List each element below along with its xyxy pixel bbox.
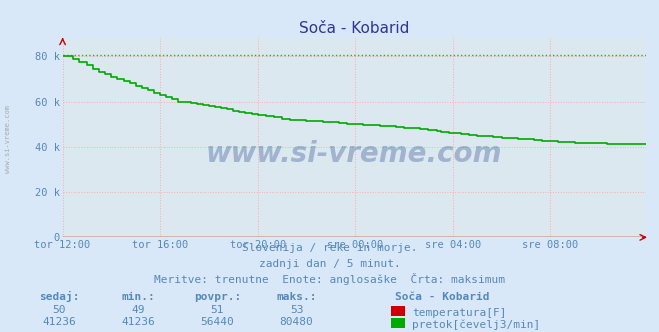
Text: povpr.:: povpr.: bbox=[194, 292, 241, 302]
Text: min.:: min.: bbox=[121, 292, 156, 302]
Text: Soča - Kobarid: Soča - Kobarid bbox=[395, 292, 490, 302]
Text: 56440: 56440 bbox=[200, 317, 235, 327]
Title: Soča - Kobarid: Soča - Kobarid bbox=[299, 21, 409, 36]
Text: www.si-vreme.com: www.si-vreme.com bbox=[5, 106, 11, 173]
Text: 51: 51 bbox=[211, 305, 224, 315]
Text: Meritve: trenutne  Enote: anglosaške  Črta: maksimum: Meritve: trenutne Enote: anglosaške Črta… bbox=[154, 273, 505, 285]
Text: maks.:: maks.: bbox=[276, 292, 317, 302]
Text: zadnji dan / 5 minut.: zadnji dan / 5 minut. bbox=[258, 259, 401, 269]
Text: 50: 50 bbox=[53, 305, 66, 315]
Text: temperatura[F]: temperatura[F] bbox=[412, 308, 506, 318]
Text: pretok[čevelj3/min]: pretok[čevelj3/min] bbox=[412, 319, 540, 330]
Text: Slovenija / reke in morje.: Slovenija / reke in morje. bbox=[242, 243, 417, 253]
Text: 80480: 80480 bbox=[279, 317, 314, 327]
Text: 41236: 41236 bbox=[121, 317, 156, 327]
Text: sedaj:: sedaj: bbox=[39, 291, 80, 302]
Text: 41236: 41236 bbox=[42, 317, 76, 327]
Text: 49: 49 bbox=[132, 305, 145, 315]
Text: 53: 53 bbox=[290, 305, 303, 315]
Text: www.si-vreme.com: www.si-vreme.com bbox=[206, 140, 502, 168]
